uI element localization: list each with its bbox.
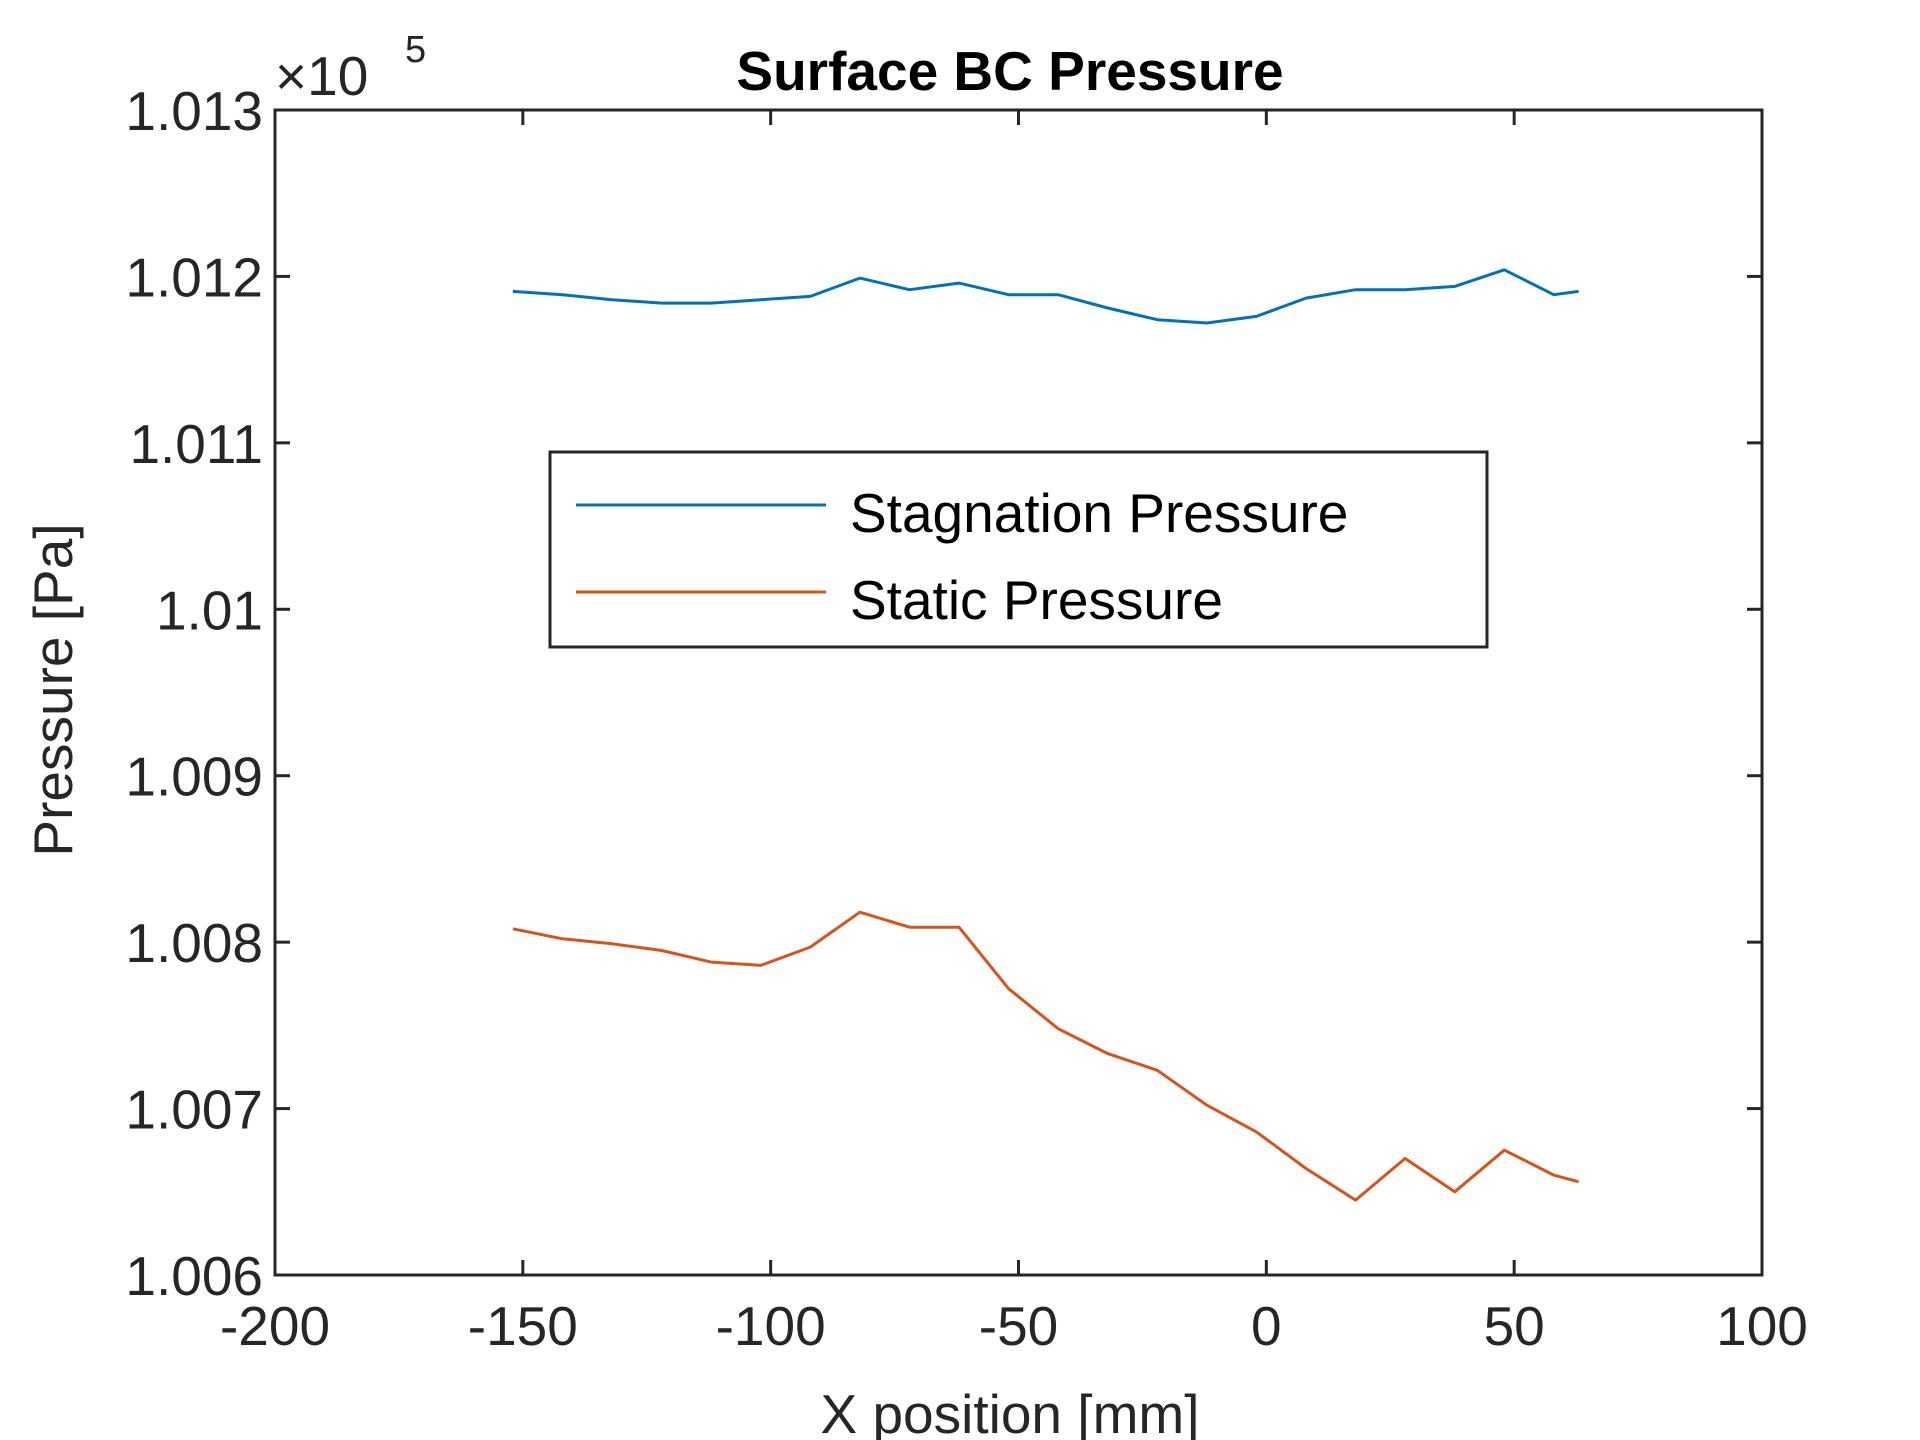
y-tick-label: 1.007 bbox=[125, 1079, 263, 1141]
y-exponent-power: 5 bbox=[405, 29, 426, 71]
y-tick-label: 1.006 bbox=[125, 1245, 263, 1307]
x-tick-label: 0 bbox=[1251, 1295, 1282, 1357]
x-tick-label: -50 bbox=[979, 1295, 1059, 1357]
y-tick-label: 1.009 bbox=[125, 746, 263, 808]
legend-label-stagnation-pressure: Stagnation Pressure bbox=[850, 482, 1348, 544]
y-tick-label: 1.012 bbox=[125, 246, 263, 308]
series-line-static-pressure bbox=[512, 910, 1579, 1202]
legend: Stagnation Pressure Static Pressure bbox=[548, 450, 1489, 649]
legend-box bbox=[548, 450, 1489, 649]
legend-label-static-pressure: Static Pressure bbox=[850, 569, 1223, 631]
y-tick-label: 1.008 bbox=[125, 912, 263, 974]
x-tick-label: -150 bbox=[468, 1295, 578, 1357]
series-line-stagnation-pressure bbox=[512, 268, 1579, 325]
x-axis-label: X position [mm] bbox=[820, 1383, 1199, 1440]
plot-area bbox=[275, 110, 1762, 1275]
series-layer bbox=[512, 268, 1579, 1202]
x-tick-label: 50 bbox=[1484, 1295, 1545, 1357]
tick-labels: -200 -150 -100 -50 0 50 100 1.006 1.007 1.008 1.00… bbox=[125, 80, 1808, 1357]
x-tick-label: -200 bbox=[220, 1295, 330, 1357]
plot-frame bbox=[273, 108, 1764, 1277]
y-tick-label: 1.013 bbox=[125, 80, 263, 142]
y-axis-exponent: ×10 5 bbox=[275, 29, 426, 107]
y-tick-label: 1.011 bbox=[129, 413, 263, 475]
y-exponent-base: ×10 bbox=[275, 45, 368, 107]
x-tick-label: -100 bbox=[716, 1295, 826, 1357]
y-tick-label: 1.01 bbox=[156, 579, 263, 641]
chart-title: Surface BC Pressure bbox=[736, 40, 1283, 102]
y-axis-label: Pressure [Pa] bbox=[22, 523, 84, 856]
x-tick-label: 100 bbox=[1716, 1295, 1808, 1357]
